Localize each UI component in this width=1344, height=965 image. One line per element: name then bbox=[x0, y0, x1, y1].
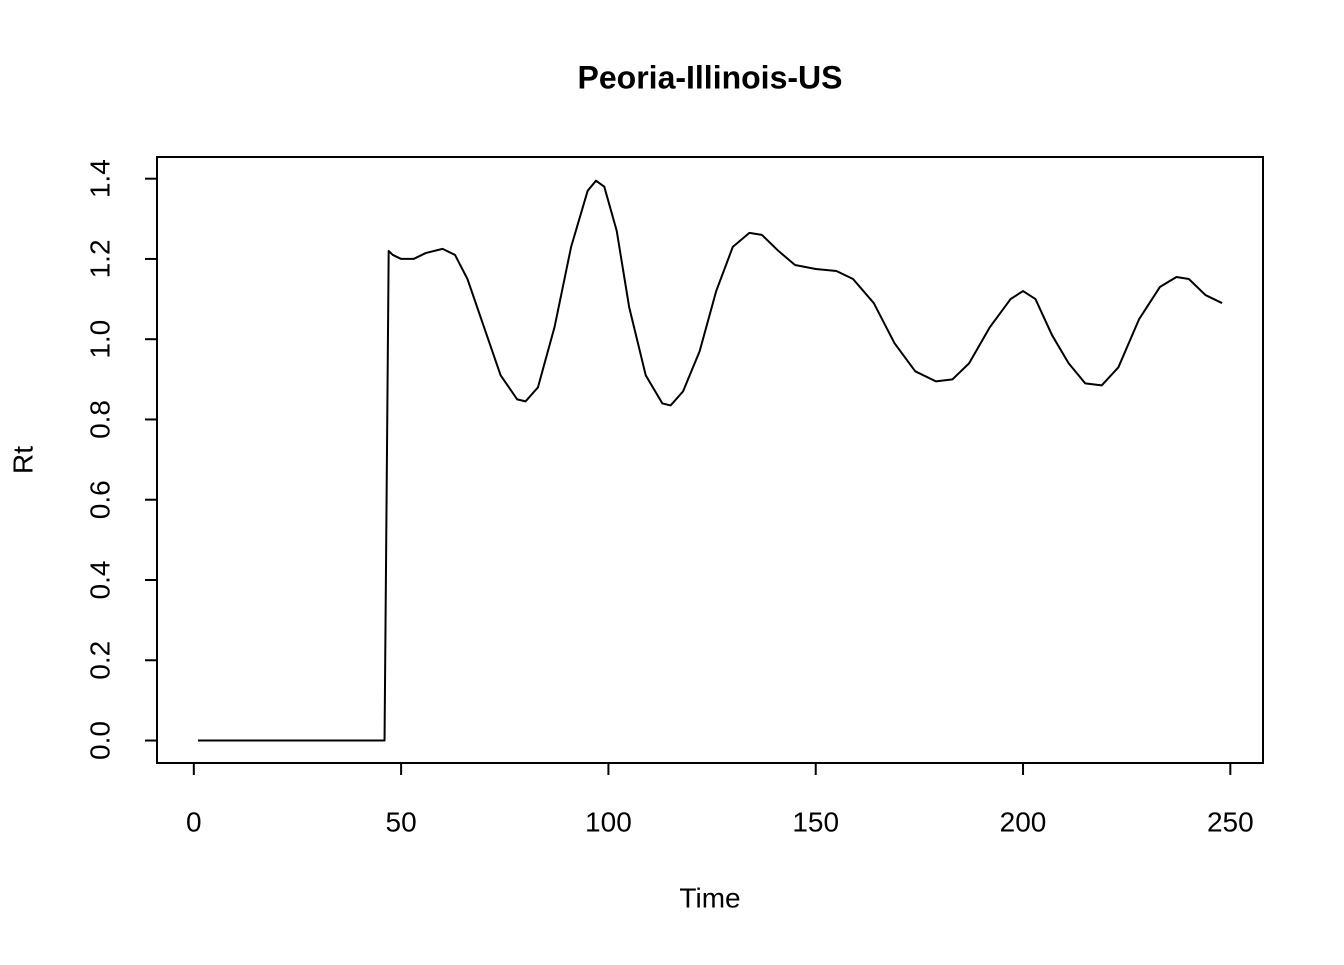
x-tick-label: 250 bbox=[1207, 806, 1254, 837]
x-tick-label: 100 bbox=[585, 806, 632, 837]
x-tick-label: 0 bbox=[186, 806, 202, 837]
y-tick-label: 0.8 bbox=[84, 400, 115, 439]
y-tick-label: 1.4 bbox=[84, 159, 115, 198]
x-tick-label: 200 bbox=[1000, 806, 1047, 837]
x-tick-label: 150 bbox=[792, 806, 839, 837]
line bbox=[197, 179, 1223, 742]
x-axis-label: Time bbox=[679, 882, 740, 913]
y-tick-label: 0.2 bbox=[84, 641, 115, 680]
x-tick-label: 50 bbox=[386, 806, 417, 837]
chart-title: Peoria-Illinois-US bbox=[578, 59, 843, 95]
y-tick-label: 0.0 bbox=[84, 721, 115, 760]
y-tick-label: 0.6 bbox=[84, 480, 115, 519]
y-tick-label: 1.2 bbox=[84, 239, 115, 278]
y-tick-label: 0.4 bbox=[84, 561, 115, 600]
y-tick-label: 1.0 bbox=[84, 320, 115, 359]
y-axis-label: Rt bbox=[7, 446, 38, 474]
